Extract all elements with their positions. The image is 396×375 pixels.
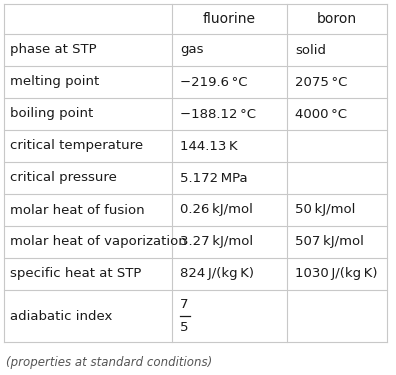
Text: (properties at standard conditions): (properties at standard conditions) — [6, 356, 212, 369]
Text: phase at STP: phase at STP — [10, 44, 97, 57]
Text: specific heat at STP: specific heat at STP — [10, 267, 141, 280]
Text: 824 J/(kg K): 824 J/(kg K) — [180, 267, 254, 280]
Text: 0.26 kJ/mol: 0.26 kJ/mol — [180, 204, 253, 216]
Text: 50 kJ/mol: 50 kJ/mol — [295, 204, 355, 216]
Text: critical temperature: critical temperature — [10, 140, 143, 153]
Text: boron: boron — [317, 12, 357, 26]
Text: fluorine: fluorine — [203, 12, 256, 26]
Text: 144.13 K: 144.13 K — [180, 140, 238, 153]
Text: 7: 7 — [180, 298, 188, 311]
Text: molar heat of fusion: molar heat of fusion — [10, 204, 145, 216]
Text: −188.12 °C: −188.12 °C — [180, 108, 256, 120]
Text: 3.27 kJ/mol: 3.27 kJ/mol — [180, 236, 253, 249]
Text: melting point: melting point — [10, 75, 99, 88]
Text: 4000 °C: 4000 °C — [295, 108, 347, 120]
Text: 5: 5 — [180, 321, 188, 334]
Text: 1030 J/(kg K): 1030 J/(kg K) — [295, 267, 377, 280]
Text: adiabatic index: adiabatic index — [10, 309, 112, 322]
Text: boiling point: boiling point — [10, 108, 93, 120]
Text: −219.6 °C: −219.6 °C — [180, 75, 248, 88]
Text: critical pressure: critical pressure — [10, 171, 117, 184]
Text: gas: gas — [180, 44, 204, 57]
Text: molar heat of vaporization: molar heat of vaporization — [10, 236, 187, 249]
Text: solid: solid — [295, 44, 326, 57]
Text: 5.172 MPa: 5.172 MPa — [180, 171, 248, 184]
Text: 507 kJ/mol: 507 kJ/mol — [295, 236, 364, 249]
Text: 2075 °C: 2075 °C — [295, 75, 347, 88]
